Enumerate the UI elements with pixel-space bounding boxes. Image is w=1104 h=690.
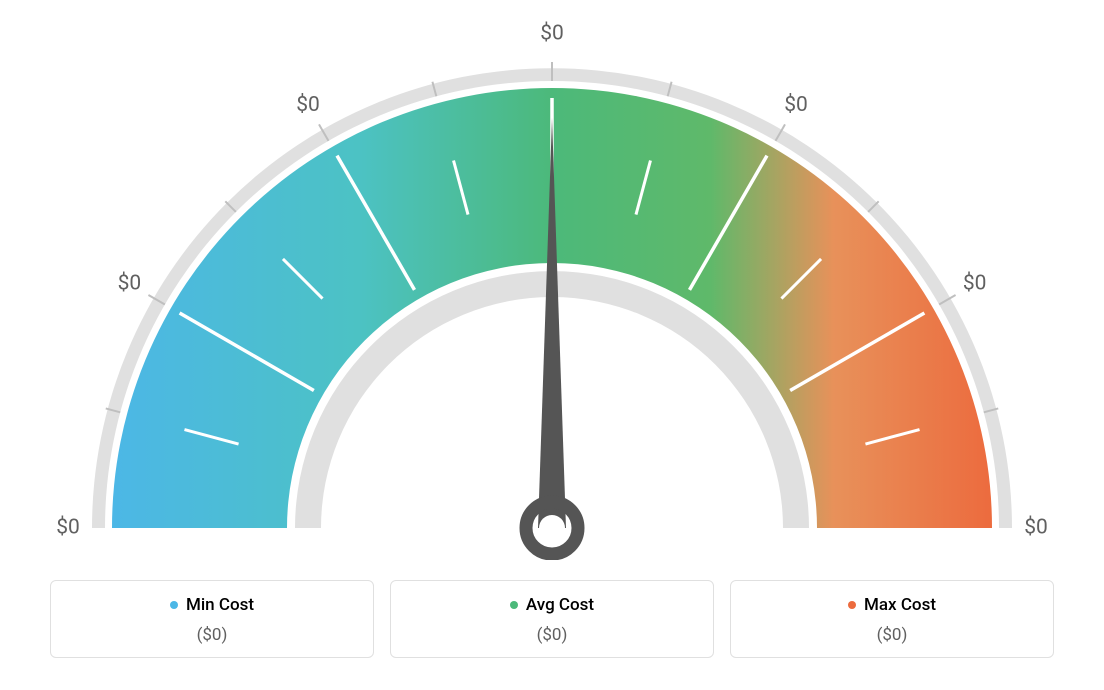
legend-value: ($0) <box>741 625 1043 645</box>
svg-text:$0: $0 <box>540 22 564 46</box>
legend-row: Min Cost ($0) Avg Cost ($0) Max Cost ($0… <box>20 580 1084 658</box>
dot-icon <box>170 601 178 609</box>
legend-card-max: Max Cost ($0) <box>730 580 1054 658</box>
legend-label: Min Cost <box>186 595 254 615</box>
legend-label: Avg Cost <box>526 595 594 615</box>
legend-title-min: Min Cost <box>61 595 363 615</box>
legend-card-avg: Avg Cost ($0) <box>390 580 714 658</box>
legend-title-max: Max Cost <box>741 595 1043 615</box>
svg-text:$0: $0 <box>118 272 142 296</box>
svg-text:$0: $0 <box>784 93 808 117</box>
svg-text:$0: $0 <box>296 93 320 117</box>
dot-icon <box>510 601 518 609</box>
legend-value: ($0) <box>61 625 363 645</box>
svg-text:$0: $0 <box>963 272 987 296</box>
legend-label: Max Cost <box>864 595 936 615</box>
dot-icon <box>848 601 856 609</box>
legend-title-avg: Avg Cost <box>401 595 703 615</box>
legend-value: ($0) <box>401 625 703 645</box>
legend-card-min: Min Cost ($0) <box>50 580 374 658</box>
svg-text:$0: $0 <box>1024 516 1048 540</box>
svg-text:$0: $0 <box>56 516 80 540</box>
cost-gauge: $0 $0 $0 $0 $0 $0 $0 <box>20 20 1084 560</box>
gauge-svg: $0 $0 $0 $0 $0 $0 $0 <box>20 20 1084 560</box>
